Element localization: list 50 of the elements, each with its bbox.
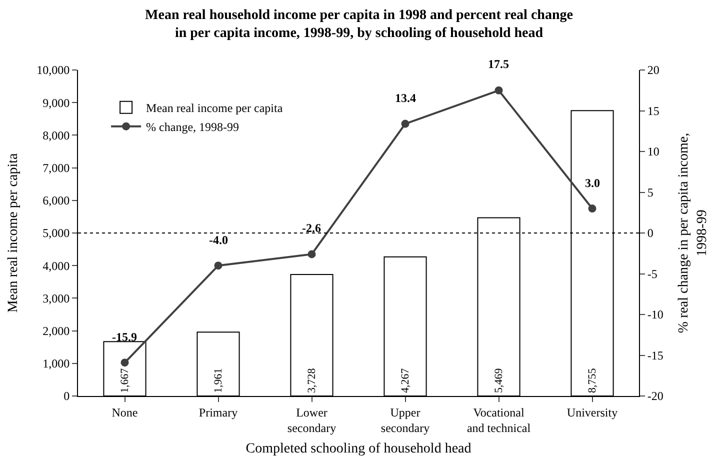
y-tick-label: 7,000 [42,161,70,175]
x-axis-title: Completed schooling of household head [246,441,472,456]
point [214,262,222,270]
data-label: -2.6 [302,221,321,235]
data-label: 5,469 [492,368,505,393]
chart-title: Mean real household income per capita in 1998 and percent real change in per capita income, 1998-99, by schooling of household head [145,8,573,42]
y-tick-label: 8,000 [42,128,70,142]
y2-tick-label: -15 [647,348,664,362]
x-tick-label: None [112,405,138,420]
point [494,86,503,94]
point [588,204,596,213]
x-tick-label: Primary [198,405,238,420]
y2-tick-label: -10 [647,308,664,322]
y2-tick-label: 10 [647,144,660,159]
data-label: 1,667 [118,368,131,393]
data-label: 8,755 [586,368,598,393]
y2-tick-label: 5 [647,185,654,200]
x-tick-label: University [566,405,618,420]
data-label: 4,267 [399,368,412,393]
data-label: 1,961 [212,368,224,393]
data-label: 17.5 [488,57,509,71]
data-label: -15.9 [112,330,137,344]
data-label: 3.0 [585,176,600,190]
data-label: 3,728 [306,368,318,393]
y2-tick-label: -20 [647,389,664,404]
x-tick-label: Upper secondary [380,405,430,435]
y2-tick-label: 20 [647,63,660,78]
y-tick-label: 4,000 [42,258,70,273]
data-label: 13.4 [395,91,416,105]
y-tick-label: 1,000 [42,356,70,371]
y-tick-label: 9,000 [42,96,70,110]
y-tick-label: 2,000 [42,324,70,338]
legend-label: % change, 1998-99 [146,120,240,134]
y-axis-title: Mean real income per capita [6,152,22,313]
x-tick-label: Lower secondary [287,405,336,435]
y-tick-label: 6,000 [42,194,70,208]
y2-axis-title: % real change in per capita income, 1998-99 [676,132,710,334]
y2-tick-label: 0 [647,226,654,240]
data-label: -4.0 [209,233,228,247]
y2-tick-label: 15 [647,104,660,118]
legend-label: Mean real income per capita [146,101,284,115]
y-tick-label: 0 [64,389,70,404]
point [401,120,410,128]
point [308,250,316,258]
y-tick-label: 5,000 [42,226,70,240]
y-tick-label: 10,000 [36,63,70,78]
y-tick-label: 3,000 [42,291,70,306]
x-tick-label: Vocational and technical [466,405,532,435]
point [120,358,129,367]
y2-tick-label: -5 [647,266,658,281]
